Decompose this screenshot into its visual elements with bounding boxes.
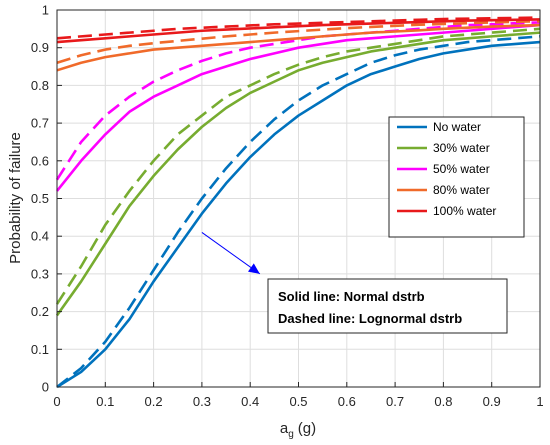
x-axis-title-subscript: g: [288, 429, 294, 440]
legend-label: 100% water: [433, 204, 496, 218]
arrow-layer: [201, 232, 261, 275]
y-tick-label: 0.8: [31, 78, 49, 93]
y-axis-title: Probability of failure: [7, 132, 24, 264]
legend-label: 50% water: [433, 162, 490, 176]
y-tick-label: 0.2: [31, 304, 49, 319]
series-line-5-dashed: [55, 21, 541, 181]
tick-labels: 0 0.1 0.2 0.3 0.4 0.5 0.6 0.7 0.8 0.9 1 0 0.1 0.2 0.3 0…: [31, 3, 544, 410]
legend-box: [388, 116, 525, 238]
y-tick-label: 0: [42, 380, 49, 395]
legend: No water 30% water 50% water 80% water 100% …: [388, 116, 525, 238]
series-line-0-solid: [56, 40, 541, 389]
annotation-line-dashed: Dashed line: Lognormal dstrb: [278, 311, 462, 326]
x-tick-label: 0.3: [193, 394, 211, 409]
legend-label: No water: [433, 120, 481, 134]
legend-label: 30% water: [433, 141, 490, 155]
annotation-arrow-line: [201, 232, 261, 275]
series-line-7-dashed: [56, 20, 541, 65]
x-tick-label: 0.7: [386, 394, 404, 409]
y-tick-label: 0.4: [31, 229, 49, 244]
x-axis-title-unit: (g): [298, 420, 316, 437]
annotation-line-solid: Solid line: Normal dstrb: [278, 289, 425, 304]
series-line-6-solid: [56, 23, 541, 72]
x-tick-label: 0.5: [289, 394, 307, 409]
legend-label: 80% water: [433, 183, 490, 197]
annotation: Solid line: Normal dstrb Dashed line: Lo…: [267, 278, 508, 334]
y-tick-label: 0.5: [31, 191, 49, 206]
series-line-8-solid: [56, 18, 541, 44]
y-tick-label: 0.7: [31, 116, 49, 131]
x-tick-label: 0: [53, 394, 60, 409]
x-tick-label: 0.2: [145, 394, 163, 409]
y-tick-label: 1: [42, 3, 49, 18]
y-tick-label: 0.6: [31, 153, 49, 168]
x-tick-label: 0.4: [241, 394, 259, 409]
x-tick-label: 0.8: [434, 394, 452, 409]
x-tick-label: 0.9: [483, 394, 501, 409]
annotation-box: [267, 278, 508, 334]
x-axis-title-main: a: [280, 420, 289, 437]
series-line-3-dashed: [55, 27, 541, 305]
annotation-arrow-head: [248, 263, 260, 274]
y-tick-label: 0.3: [31, 266, 49, 281]
x-axis-title: ag (g): [280, 420, 316, 440]
y-tick-label: 0.1: [31, 342, 49, 357]
x-tick-label: 0.6: [338, 394, 356, 409]
series-layer: [55, 16, 541, 389]
x-tick-label: 1: [536, 394, 543, 409]
x-tick-label: 0.1: [96, 394, 114, 409]
series-line-2-solid: [55, 31, 541, 317]
series-line-9-dashed: [56, 16, 541, 40]
y-tick-label: 0.9: [31, 40, 49, 55]
series-line-4-solid: [55, 23, 541, 192]
series-line-1-dashed: [56, 35, 541, 389]
